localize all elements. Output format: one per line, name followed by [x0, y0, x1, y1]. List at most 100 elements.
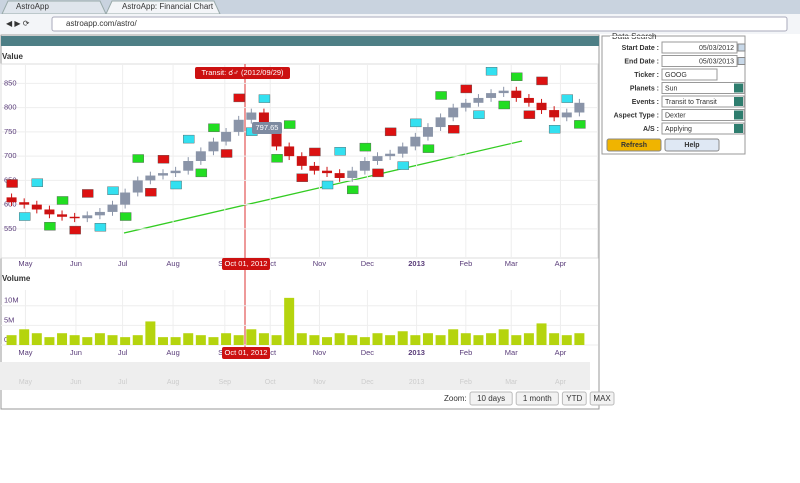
- zoom-button[interactable]: [469, 391, 513, 406]
- x-tick-label: Feb: [459, 259, 472, 268]
- transit-marker[interactable]: [372, 168, 384, 178]
- select-arrow[interactable]: [734, 124, 743, 133]
- transit-marker[interactable]: [574, 120, 586, 129]
- transit-marker[interactable]: [157, 155, 170, 164]
- navigator[interactable]: [0, 362, 590, 390]
- transit-marker[interactable]: [271, 154, 283, 163]
- text-input[interactable]: [661, 55, 738, 67]
- transit-marker[interactable]: [69, 225, 81, 235]
- transit-marker[interactable]: [321, 180, 334, 190]
- transit-marker[interactable]: [448, 125, 460, 134]
- transit-marker[interactable]: [296, 173, 308, 182]
- transit-marker[interactable]: [334, 147, 346, 156]
- select[interactable]: [661, 95, 745, 108]
- select[interactable]: [661, 82, 745, 94]
- x-tick-label: May: [18, 259, 32, 268]
- zoom-button[interactable]: [589, 391, 615, 406]
- transit-marker[interactable]: [170, 180, 182, 190]
- transit-marker[interactable]: [460, 84, 473, 94]
- transit-marker[interactable]: [561, 94, 573, 103]
- select-value: Dexter: [665, 112, 686, 119]
- candle-body: [82, 215, 93, 219]
- transit-marker[interactable]: [410, 118, 422, 128]
- x-tick-label: May: [18, 348, 32, 357]
- navigator-label: Aug: [167, 379, 180, 386]
- transit-marker[interactable]: [6, 179, 18, 188]
- candle-body: [410, 136, 421, 147]
- transit-marker[interactable]: [107, 186, 119, 195]
- volume-bar: [94, 333, 105, 345]
- candle-body: [246, 112, 257, 120]
- transit-marker[interactable]: [195, 168, 208, 178]
- zoom-button[interactable]: [515, 391, 559, 406]
- select-arrow[interactable]: [734, 97, 743, 106]
- volume-bar: [183, 333, 194, 345]
- transit-marker[interactable]: [536, 76, 548, 86]
- transit-marker[interactable]: [485, 67, 498, 76]
- transit-marker[interactable]: [44, 222, 56, 231]
- transit-marker[interactable]: [56, 196, 69, 205]
- form-button-label: Help: [684, 142, 699, 149]
- transit-marker[interactable]: [258, 94, 271, 103]
- x-tick-label: 2013: [408, 348, 425, 357]
- x-tick-label: Apr: [555, 348, 567, 357]
- candle-body: [486, 93, 497, 98]
- select-arrow[interactable]: [734, 110, 743, 120]
- transit-marker[interactable]: [347, 185, 359, 195]
- candle-body: [170, 170, 181, 174]
- candle-body: [284, 146, 295, 157]
- transit-marker[interactable]: [82, 189, 94, 198]
- transit-marker[interactable]: [498, 100, 510, 110]
- transit-marker[interactable]: [511, 72, 523, 81]
- transit-marker[interactable]: [220, 149, 233, 158]
- transit-marker[interactable]: [473, 110, 485, 119]
- transit-marker[interactable]: [435, 91, 447, 100]
- transit-marker[interactable]: [18, 212, 31, 221]
- y-tick-label: 700: [4, 151, 17, 160]
- candle-body: [208, 141, 219, 152]
- transit-marker[interactable]: [183, 134, 195, 144]
- volume-bar: [448, 329, 459, 345]
- transit-marker[interactable]: [94, 222, 107, 232]
- transit-marker[interactable]: [384, 127, 397, 137]
- y-tick-label: 600: [4, 200, 17, 209]
- volume-bar: [233, 335, 244, 345]
- x-tick-label: Dec: [361, 348, 375, 357]
- zoom-button-label: 10 days: [477, 394, 505, 403]
- annotation-box: [222, 258, 270, 270]
- select[interactable]: [661, 122, 745, 135]
- form-button[interactable]: [606, 138, 662, 152]
- transit-marker[interactable]: [309, 147, 321, 157]
- transit-marker[interactable]: [283, 120, 296, 129]
- transit-marker[interactable]: [523, 110, 536, 119]
- candle-body: [334, 173, 345, 178]
- transit-marker[interactable]: [397, 161, 409, 170]
- transit-marker[interactable]: [132, 154, 144, 163]
- text-input[interactable]: [661, 68, 718, 81]
- form-button[interactable]: [664, 138, 720, 152]
- text-input[interactable]: [661, 41, 738, 54]
- select-arrow[interactable]: [734, 83, 743, 93]
- calendar-icon[interactable]: [737, 43, 746, 52]
- annotation-box: [195, 67, 290, 79]
- nav-buttons[interactable]: ◀ ▶ ⟳: [6, 19, 30, 28]
- candle-body: [372, 156, 383, 161]
- chart-panel: [0, 34, 600, 410]
- select-value: Transit to Transit: [665, 99, 717, 106]
- select[interactable]: [661, 109, 745, 121]
- address-bar[interactable]: [51, 16, 788, 32]
- calendar-icon[interactable]: [737, 57, 746, 65]
- transit-marker[interactable]: [208, 123, 220, 132]
- transit-marker[interactable]: [119, 212, 132, 221]
- transit-marker[interactable]: [548, 125, 561, 134]
- zoom-button[interactable]: [561, 391, 587, 406]
- transit-marker[interactable]: [145, 188, 157, 197]
- transit-marker[interactable]: [422, 144, 435, 153]
- candle-body: [145, 175, 156, 181]
- transit-marker[interactable]: [31, 178, 44, 187]
- field-label: A/S :: [643, 126, 659, 133]
- volume-bar: [322, 337, 333, 345]
- transit-marker[interactable]: [359, 142, 372, 152]
- transit-marker[interactable]: [233, 93, 245, 103]
